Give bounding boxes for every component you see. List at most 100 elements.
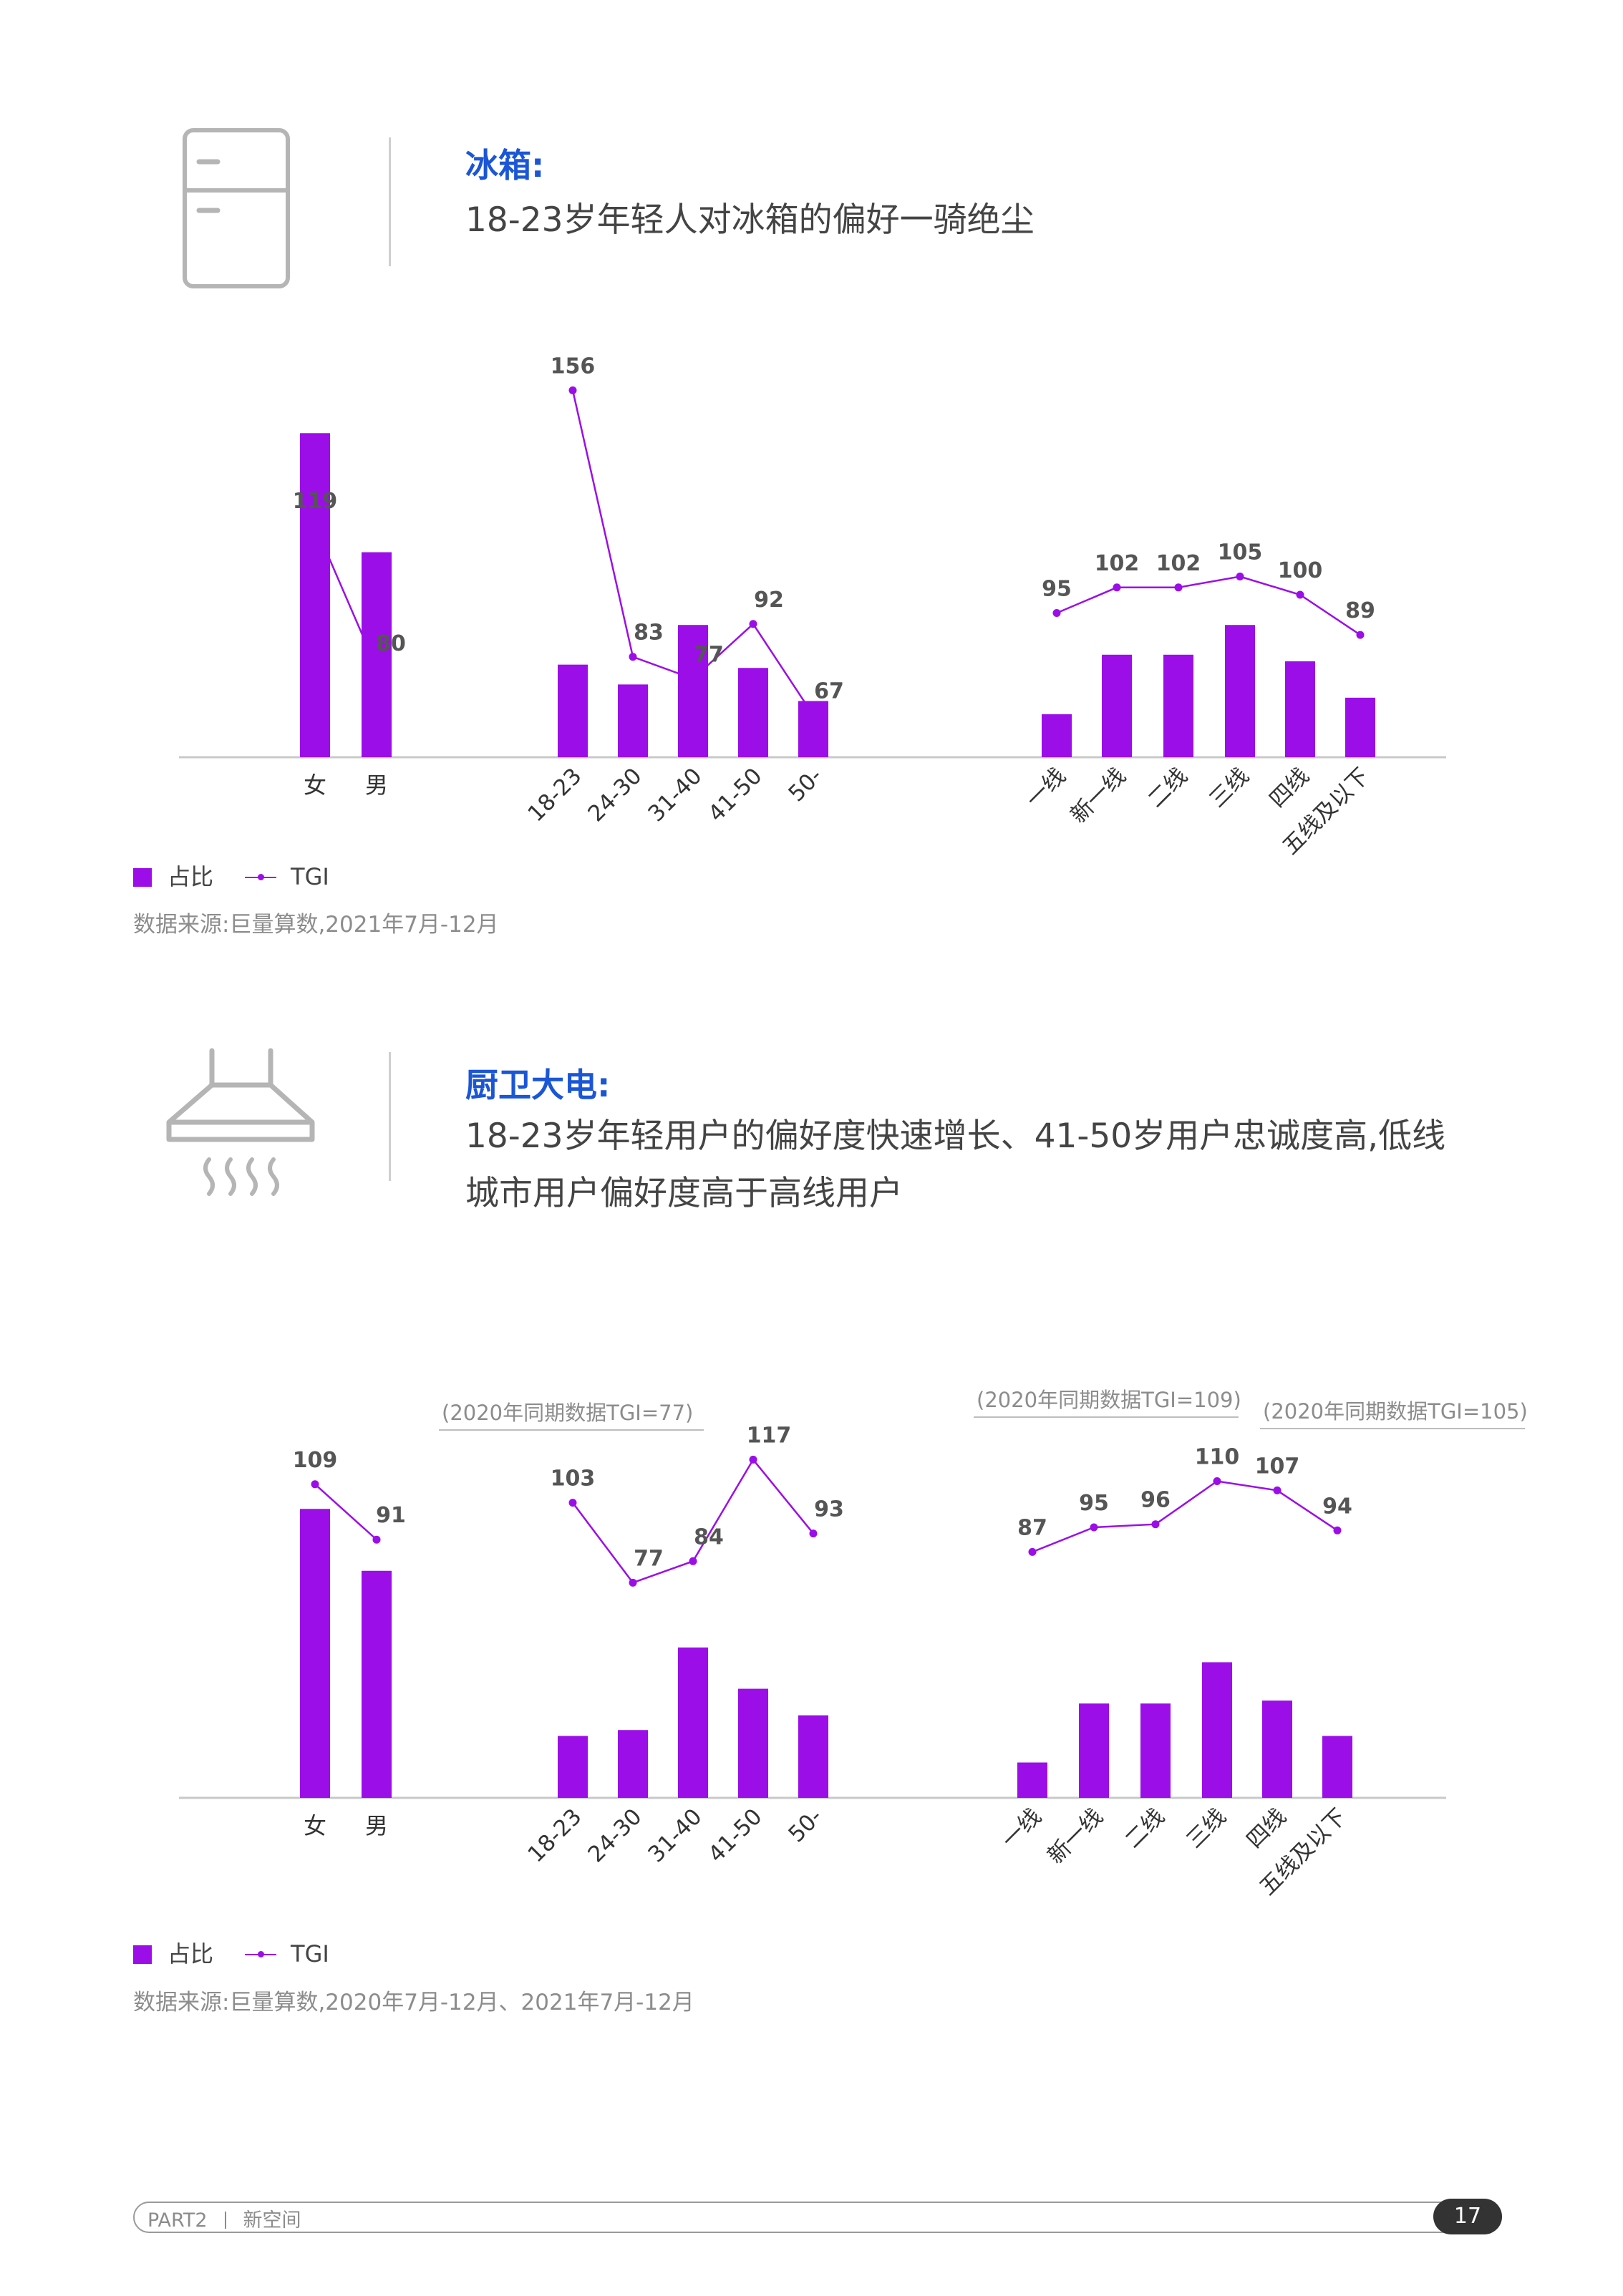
tgi-point <box>629 653 637 661</box>
section-title: 厨卫大电: <box>465 1066 611 1104</box>
footer-label: PART2 新空间 <box>147 2204 301 2232</box>
x-tick-label: 三线 <box>1181 1804 1231 1853</box>
subtitle-line: 城市用户偏好度高于高线用户 <box>465 1174 903 1213</box>
tgi-line <box>1056 575 1361 636</box>
x-tick-label: 新一线 <box>1065 763 1130 828</box>
x-tick-label: 31-40 <box>643 1804 707 1867</box>
tgi-value-label: 107 <box>1255 1454 1300 1479</box>
share-bar <box>362 1570 392 1798</box>
footer-separator <box>224 2212 226 2229</box>
tgi-point <box>1090 1523 1098 1532</box>
tgi-value-label: 92 <box>754 588 784 613</box>
tgi-point <box>629 1578 637 1587</box>
tgi-line <box>314 525 378 668</box>
footer-bar <box>133 2202 1502 2233</box>
subtitle-line: 18-23岁年轻用户的偏好度快速增长、41-50岁用户忠诚度高,低线 <box>465 1117 1446 1156</box>
tgi-value-label: 94 <box>1322 1494 1352 1519</box>
tgi-point <box>1213 1477 1221 1485</box>
chart-legend: 占比 TGI <box>133 859 329 892</box>
x-tick-label: 一线 <box>1021 763 1070 812</box>
tgi-value-label: 83 <box>634 621 664 646</box>
data-source: 数据来源:巨量算数,2020年7月-12月、2021年7月-12月 <box>133 1990 694 2015</box>
tgi-value-label: 102 <box>1156 551 1201 576</box>
tgi-point <box>372 663 381 672</box>
share-bar <box>1262 1701 1292 1798</box>
tgi-value-label: 95 <box>1042 577 1072 602</box>
chart-legend: 占比 TGI <box>133 1936 329 1969</box>
tgi-point <box>1273 1486 1282 1494</box>
tgi-value-label: 67 <box>814 678 844 704</box>
section-subtitle: 18-23岁年轻用户的偏好度快速增长、41-50岁用户忠诚度高,低线 城市用户偏… <box>465 1108 1445 1222</box>
legend-bar-swatch <box>133 868 152 887</box>
tgi-value-label: 84 <box>694 1524 724 1550</box>
tgi-point <box>1236 573 1244 580</box>
footer-part: PART2 <box>147 2209 208 2232</box>
tgi-point <box>1052 609 1061 617</box>
tgi-value-label: 156 <box>551 354 596 379</box>
page-number: 17 <box>1433 2199 1502 2234</box>
x-tick-label: 50- <box>783 763 827 807</box>
share-bar <box>1140 1703 1171 1798</box>
tgi-value-label: 91 <box>376 1503 406 1528</box>
header-divider <box>389 137 391 266</box>
legend-bar-label: 占比 <box>168 1940 214 1967</box>
share-bar <box>300 433 330 757</box>
share-bar <box>1102 654 1132 757</box>
tgi-value-label: 96 <box>1140 1488 1171 1513</box>
tgi-value-label: 102 <box>1095 551 1140 576</box>
share-bar <box>1042 714 1072 757</box>
tgi-point <box>749 620 757 628</box>
legend-line-label: TGI <box>291 1940 329 1967</box>
x-tick-label: 三线 <box>1204 763 1254 812</box>
x-tick-label: 男 <box>365 772 388 799</box>
share-bar <box>1225 625 1255 757</box>
annotation-text: (2020年同期数据TGI=77) <box>442 1401 693 1425</box>
tgi-point <box>689 1557 697 1565</box>
section-title: 冰箱: <box>465 146 545 185</box>
x-tick-label: 二线 <box>1143 763 1192 812</box>
tgi-point <box>568 1499 577 1507</box>
tgi-value-label: 93 <box>814 1497 844 1522</box>
tgi-line <box>314 1483 377 1541</box>
tgi-point <box>809 711 818 719</box>
share-bar <box>618 684 648 757</box>
data-source: 数据来源:巨量算数,2021年7月-12月 <box>133 912 499 938</box>
x-tick-label: 50- <box>783 1804 827 1847</box>
tgi-value-label: 117 <box>747 1423 792 1448</box>
share-bar <box>738 668 768 757</box>
section-subtitle: 18-23岁年轻人对冰箱的偏好一骑绝尘 <box>465 192 1035 249</box>
annotation-text: (2020年同期数据TGI=109) <box>977 1388 1241 1412</box>
share-bar <box>618 1730 648 1798</box>
x-tick-label: 一线 <box>997 1804 1046 1853</box>
share-bar <box>1163 654 1193 757</box>
x-tick-label: 四线 <box>1264 763 1314 812</box>
legend-line-label: TGI <box>291 863 329 890</box>
tgi-value-label: 77 <box>694 642 724 667</box>
share-bar <box>798 701 828 757</box>
tgi-value-label: 119 <box>293 489 338 514</box>
share-bar <box>300 1509 330 1798</box>
legend-line-swatch <box>245 1945 277 1964</box>
subtitle-line: 18-23岁年轻人对冰箱的偏好一骑绝尘 <box>465 200 1035 240</box>
tgi-point <box>311 1480 319 1489</box>
tgi-value-label: 109 <box>293 1448 338 1473</box>
tgi-point <box>1296 590 1304 599</box>
tgi-point <box>1028 1547 1037 1556</box>
tgi-point <box>1174 583 1183 592</box>
tgi-value-label: 100 <box>1278 558 1323 583</box>
tgi-point <box>809 1529 818 1538</box>
annotation-text: (2020年同期数据TGI=105) <box>1263 1399 1528 1424</box>
share-bar <box>1345 697 1375 757</box>
share-bar <box>678 1647 708 1798</box>
share-bar <box>738 1688 768 1798</box>
x-tick-label: 二线 <box>1120 1804 1169 1853</box>
tgi-value-label: 77 <box>634 1546 664 1571</box>
x-tick-label: 男 <box>365 1812 388 1839</box>
tgi-point <box>1113 583 1121 592</box>
tgi-value-label: 95 <box>1079 1491 1109 1516</box>
x-tick-label: 四线 <box>1241 1804 1291 1853</box>
tgi-point <box>1151 1520 1160 1529</box>
share-bar <box>678 625 708 757</box>
tgi-value-label: 110 <box>1195 1445 1240 1470</box>
